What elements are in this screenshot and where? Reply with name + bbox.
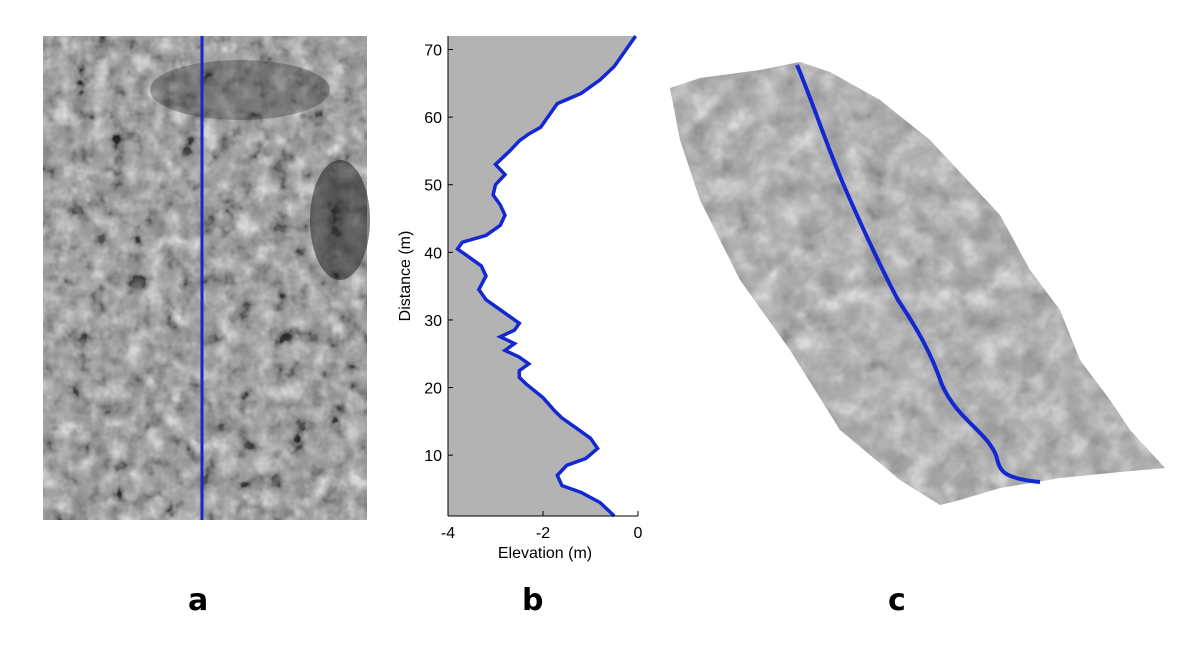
y-tick-label: 50 (424, 178, 442, 195)
panel-label-c: c (888, 583, 906, 618)
y-tick-label: 30 (424, 313, 442, 330)
axis-ticks: 10 20 30 40 50 60 70 -4 -2 0 (424, 43, 642, 542)
y-tick-label: 60 (424, 110, 442, 127)
panel-a-image (43, 36, 370, 520)
x-tick-label: 0 (634, 525, 643, 542)
elevation-profile-line (455, 34, 638, 518)
panel-b-chart: 10 20 30 40 50 60 70 -4 -2 0 Elevation (m) Distan… (397, 34, 643, 562)
panel-c-surface (670, 62, 1165, 505)
y-tick-label: 20 (424, 381, 442, 398)
y-tick-label: 70 (424, 43, 442, 60)
y-axis-label: Distance (m) (397, 231, 414, 322)
panel-label-b: b (522, 583, 544, 618)
x-tick-label: -4 (441, 525, 455, 542)
elevation-shaded-area (448, 36, 636, 516)
x-tick-label: -2 (536, 525, 550, 542)
panel-c-profile-line (795, 64, 1041, 484)
y-tick-label: 10 (424, 448, 442, 465)
x-axis-label: Elevation (m) (498, 545, 592, 562)
y-tick-label: 40 (424, 245, 442, 262)
panel-label-a: a (188, 583, 209, 618)
